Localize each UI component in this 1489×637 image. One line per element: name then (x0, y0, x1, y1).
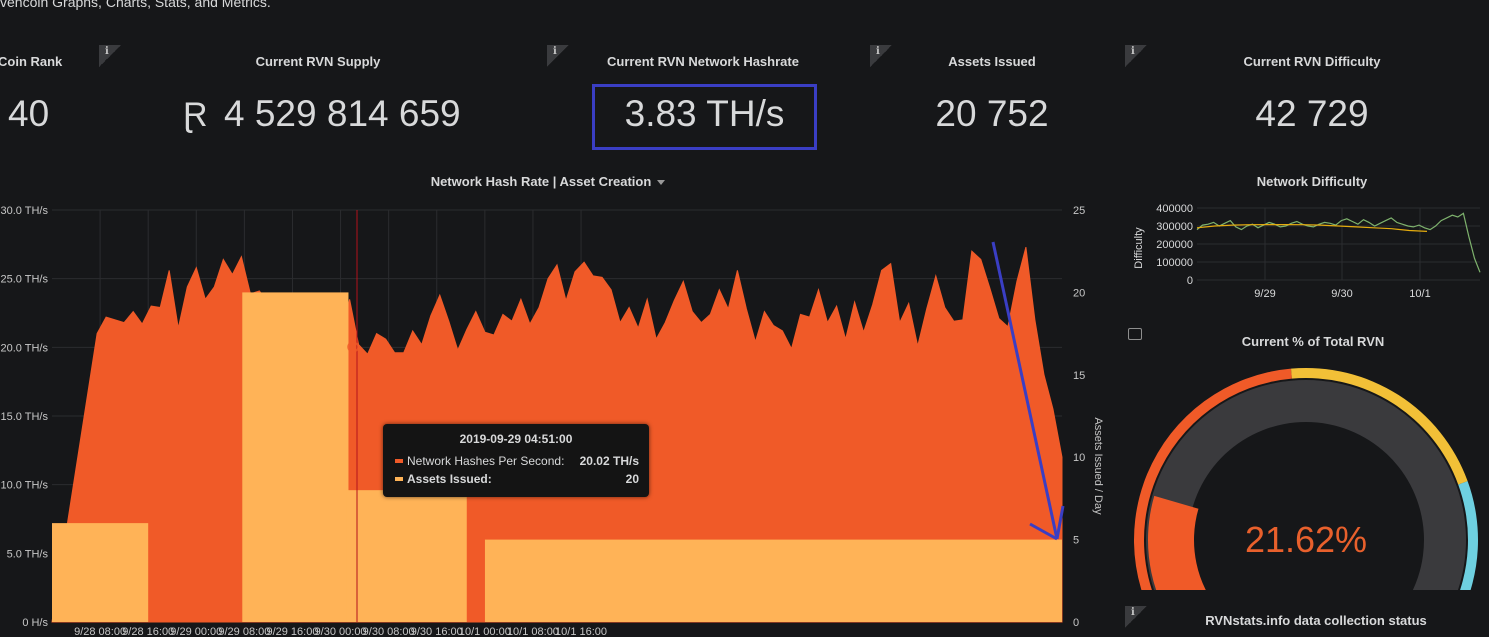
y-tick-label: 0 (1187, 275, 1193, 287)
tooltip-row: Network Hashes Per Second: 20.02 TH/s (383, 452, 649, 470)
difficulty-info-icon[interactable]: i (1125, 45, 1147, 67)
assets-title: Assets Issued (948, 54, 1036, 69)
y-tick-label: 300000 (1156, 221, 1193, 233)
annotation-arrow (991, 241, 1065, 541)
series-swatch-hashrate (395, 459, 403, 463)
difficulty-panel-title: Network Difficulty (1256, 174, 1368, 189)
x-tick-label: 10/1 (1409, 288, 1430, 300)
x-tick-label: 9/30 08:00 (363, 626, 415, 637)
x-tick-label: 10/1 08:00 (507, 626, 559, 637)
gauge-track (1146, 380, 1466, 590)
chart-tooltip: 2019-09-29 04:51:00 Network Hashes Per S… (383, 424, 649, 497)
y-right-tick-label: 0 (1073, 617, 1079, 629)
difficulty-chart[interactable]: 0 100000 200000 300000 400000 9/29 9/30 10/1 Di… (1125, 196, 1489, 306)
assets-bar (484, 539, 1062, 622)
difficulty-title: Current RVN Difficulty (1243, 54, 1381, 69)
y-tick-label: 100000 (1156, 257, 1193, 269)
x-tick-label: 9/28 08:00 (74, 626, 126, 637)
coin-rank-title: Coin Rank (0, 54, 63, 69)
difficulty-grid (1197, 207, 1480, 281)
hashrate-title: Current RVN Network Hashrate (607, 54, 799, 69)
external-link-icon[interactable] (1128, 328, 1142, 340)
difficulty-ylabel: Difficulty (1133, 227, 1145, 269)
difficulty-line (1196, 212, 1481, 273)
gauge-threshold-segment (1291, 368, 1468, 485)
hashrate-value: 3.83 TH/s (624, 93, 785, 134)
assets-bar (52, 523, 149, 622)
right-axis-label: Assets Issued / Day (1092, 417, 1104, 515)
x-tick-label: 9/28 16:00 (122, 626, 174, 637)
tooltip-value: 20.02 TH/s (579, 454, 639, 468)
tooltip-row: Assets Issued: 20 (383, 470, 649, 488)
x-tick-label: 9/30 16:00 (411, 626, 463, 637)
y-left-tick-label: 5.0 TH/s (7, 548, 49, 560)
y-left-tick-label: 15.0 TH/s (1, 411, 49, 423)
gauge-panel-title: Current % of Total RVN (1241, 334, 1385, 349)
x-tick-label: 9/29 (1254, 288, 1275, 300)
tooltip-label: Network Hashes Per Second: (407, 454, 565, 468)
supply-value: 4 529 814 659 (224, 93, 461, 134)
y-left-tick-label: 25.0 TH/s (1, 274, 49, 286)
assets-bar (242, 292, 349, 622)
y-right-tick-label: 5 (1073, 535, 1079, 547)
page-subtitle: vencoin Graphs, Charts, Stats, and Metri… (0, 0, 271, 10)
difficulty-average-line (1196, 224, 1428, 232)
x-tick-label: 9/29 16:00 (266, 626, 318, 637)
assets-bars (52, 292, 1062, 622)
rvn-currency-icon: Ɽ (183, 96, 208, 134)
hash-rate-chart[interactable]: 0 H/s 5.0 TH/s 10.0 TH/s 15.0 TH/s 20.0 TH/s… (0, 195, 1110, 637)
tooltip-label: Assets Issued: (407, 472, 492, 486)
coin-rank-value: 40 (8, 93, 50, 134)
y-tick-label: 200000 (1156, 239, 1193, 251)
gauge-arcs (1134, 368, 1478, 590)
y-right-tick-label: 20 (1073, 287, 1085, 299)
series-swatch-assets (395, 477, 403, 481)
x-tick-label: 9/29 08:00 (218, 626, 270, 637)
x-tick-label: 9/30 (1331, 288, 1352, 300)
hash-panel-title[interactable]: Network Hash Rate | Asset Creation (398, 174, 698, 189)
coin-rank-info-icon[interactable]: i (99, 45, 121, 67)
supply-title: Current RVN Supply (255, 54, 381, 69)
status-panel-title: RVNstats.info data collection status (1205, 613, 1427, 628)
gauge-threshold-segment (1458, 481, 1478, 590)
x-tick-label: 10/1 00:00 (459, 626, 511, 637)
tooltip-time: 2019-09-29 04:51:00 (459, 432, 573, 446)
y-right-tick-label: 15 (1073, 370, 1085, 382)
assets-value: 20 752 (935, 93, 1049, 134)
hover-point-marker (347, 341, 359, 353)
y-left-tick-label: 20.0 TH/s (1, 342, 49, 354)
y-left-tick-label: 10.0 TH/s (1, 480, 49, 492)
assets-info-icon[interactable]: i (870, 45, 892, 67)
tooltip-value: 20 (625, 472, 639, 486)
y-left-tick-label: 0 H/s (22, 617, 48, 629)
difficulty-value: 42 729 (1255, 93, 1369, 134)
x-tick-label: 9/30 00:00 (315, 626, 367, 637)
x-tick-label: 9/29 00:00 (170, 626, 222, 637)
gauge-value-arc (1148, 495, 1206, 590)
hashrate-info-icon[interactable]: i (547, 45, 569, 67)
difficulty-lines (1196, 212, 1481, 273)
chevron-down-icon[interactable] (657, 180, 666, 186)
y-right-tick-label: 25 (1073, 205, 1085, 217)
x-tick-label: 10/1 16:00 (555, 626, 607, 637)
difficulty-axes: 0 100000 200000 300000 400000 9/29 9/30 10/1 (1156, 203, 1430, 300)
gauge-chart (1134, 368, 1478, 590)
gauge-value: 21.62% (1244, 519, 1368, 560)
status-info-icon[interactable]: i (1125, 606, 1147, 628)
chart-axes: 0 H/s 5.0 TH/s 10.0 TH/s 15.0 TH/s 20.0 TH/s… (1, 205, 1086, 637)
y-tick-label: 400000 (1156, 203, 1193, 215)
hash-panel-title-text: Network Hash Rate | Asset Creation (430, 174, 652, 189)
y-left-tick-label: 30.0 TH/s (1, 205, 49, 217)
assets-bar (346, 490, 467, 622)
y-right-tick-label: 10 (1073, 452, 1085, 464)
hashrate-highlight-box (592, 84, 817, 150)
